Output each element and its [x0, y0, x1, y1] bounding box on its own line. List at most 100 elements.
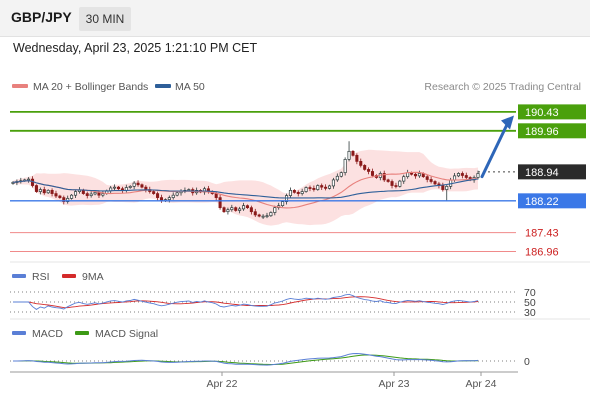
macd-legend-label: MACD	[32, 328, 63, 340]
support-level-label: 187.43	[525, 228, 559, 240]
candle-body	[335, 175, 339, 181]
candle-body	[128, 185, 132, 188]
candle-body	[27, 178, 31, 181]
candle-body	[93, 192, 97, 195]
candle-body	[58, 195, 62, 198]
target-level-badge	[518, 123, 586, 139]
candle-body	[343, 159, 347, 174]
candle-body	[46, 190, 50, 194]
candle-body	[308, 187, 312, 189]
last-price-badge	[518, 164, 586, 180]
candle-body	[304, 187, 308, 192]
rsi-ma-legend-label: 9MA	[82, 271, 104, 283]
ma20-legend-swatch	[12, 84, 28, 88]
macd-legend-swatch	[12, 331, 26, 335]
support-level-label: 186.96	[525, 247, 559, 259]
candle-body	[187, 189, 191, 191]
candle-body	[453, 175, 457, 181]
candle-body	[34, 185, 38, 192]
candle-body	[398, 180, 402, 187]
target-level-badge	[518, 104, 586, 120]
candle-body	[101, 193, 105, 196]
candle-body	[242, 205, 246, 210]
candle-body	[312, 188, 316, 190]
macd-signal-legend-swatch	[75, 331, 89, 335]
candle-body	[89, 193, 93, 196]
candle-body	[38, 189, 42, 192]
candle-body	[355, 155, 359, 162]
candle-body	[339, 172, 343, 177]
rsi-ma-legend-swatch	[62, 274, 76, 278]
candle-body	[288, 190, 292, 196]
candle-body	[281, 201, 285, 207]
candle-body	[62, 197, 66, 202]
ma50-line	[12, 178, 479, 199]
candle-body	[331, 179, 335, 187]
ma20-legend-label: MA 20 + Bollinger Bands	[33, 81, 148, 93]
ma50-legend-label: MA 50	[175, 81, 205, 93]
last-price-label: 188.94	[525, 167, 559, 179]
candle-body	[175, 192, 179, 196]
candle-body	[292, 190, 296, 193]
candle-body	[441, 185, 445, 190]
candle-body	[269, 212, 273, 217]
candle-body	[456, 173, 460, 177]
forecast-arrow	[480, 121, 510, 179]
candle-body	[222, 207, 226, 213]
target-level-label: 189.96	[525, 126, 559, 138]
macd-line	[13, 352, 479, 366]
candle-body	[245, 205, 249, 209]
price-levels: 190.43 189.96 188.94 188.22 187.43 186.96	[10, 104, 586, 259]
candle-body	[230, 207, 234, 211]
candle-body	[425, 176, 429, 180]
rsi-level-label: 50	[524, 297, 536, 309]
candle-body	[413, 173, 418, 177]
candle-body	[261, 215, 265, 218]
candle-body	[253, 211, 257, 216]
candle-body	[476, 173, 480, 178]
candle-body	[144, 186, 148, 190]
candle-body	[394, 185, 398, 187]
candle-body	[367, 169, 371, 172]
pivot-level-label: 188.22	[525, 196, 559, 208]
chart-datetime: Wednesday, April 23, 2025 1:21:10 PM CET	[13, 41, 258, 55]
symbol-title: GBP/JPY	[11, 9, 72, 25]
source-credit: Research © 2025 Trading Central	[424, 81, 581, 93]
candle-body	[167, 197, 171, 200]
candle-body	[66, 198, 70, 202]
timeframe-button[interactable]: 30 MIN	[79, 7, 131, 31]
candle-body	[132, 182, 136, 187]
top-bar: GBP/JPY 30 MIN	[0, 0, 590, 37]
candle-body	[234, 207, 238, 211]
candle-body	[238, 208, 242, 211]
candle-body	[218, 197, 222, 209]
candle-body	[85, 193, 89, 196]
candle-body	[54, 193, 58, 197]
candle-body	[226, 209, 230, 213]
candle-body	[359, 161, 363, 166]
candle-body	[152, 191, 156, 194]
candle-body	[116, 186, 121, 190]
macd-zero-label: 0	[524, 356, 530, 368]
candle-body	[136, 182, 140, 186]
candle-body	[382, 173, 386, 181]
candle-body	[320, 185, 324, 188]
candle-body	[285, 195, 289, 202]
candle-body	[390, 181, 394, 186]
candle-body	[249, 207, 253, 213]
pivot-level-badge	[518, 193, 586, 209]
candle-body	[171, 194, 175, 198]
x-tick-label: Apr 22	[207, 378, 238, 390]
candle-body	[460, 173, 464, 176]
x-axis: Apr 22 Apr 23 Apr 24	[207, 372, 497, 390]
candle-body	[11, 181, 15, 184]
candle-body	[433, 181, 437, 185]
candle-body	[429, 179, 433, 182]
candle-body	[140, 184, 144, 188]
candle-body	[324, 186, 328, 189]
rsi-level-label: 30	[524, 307, 536, 319]
x-tick-label: Apr 23	[379, 378, 410, 390]
main-plot	[11, 141, 480, 226]
